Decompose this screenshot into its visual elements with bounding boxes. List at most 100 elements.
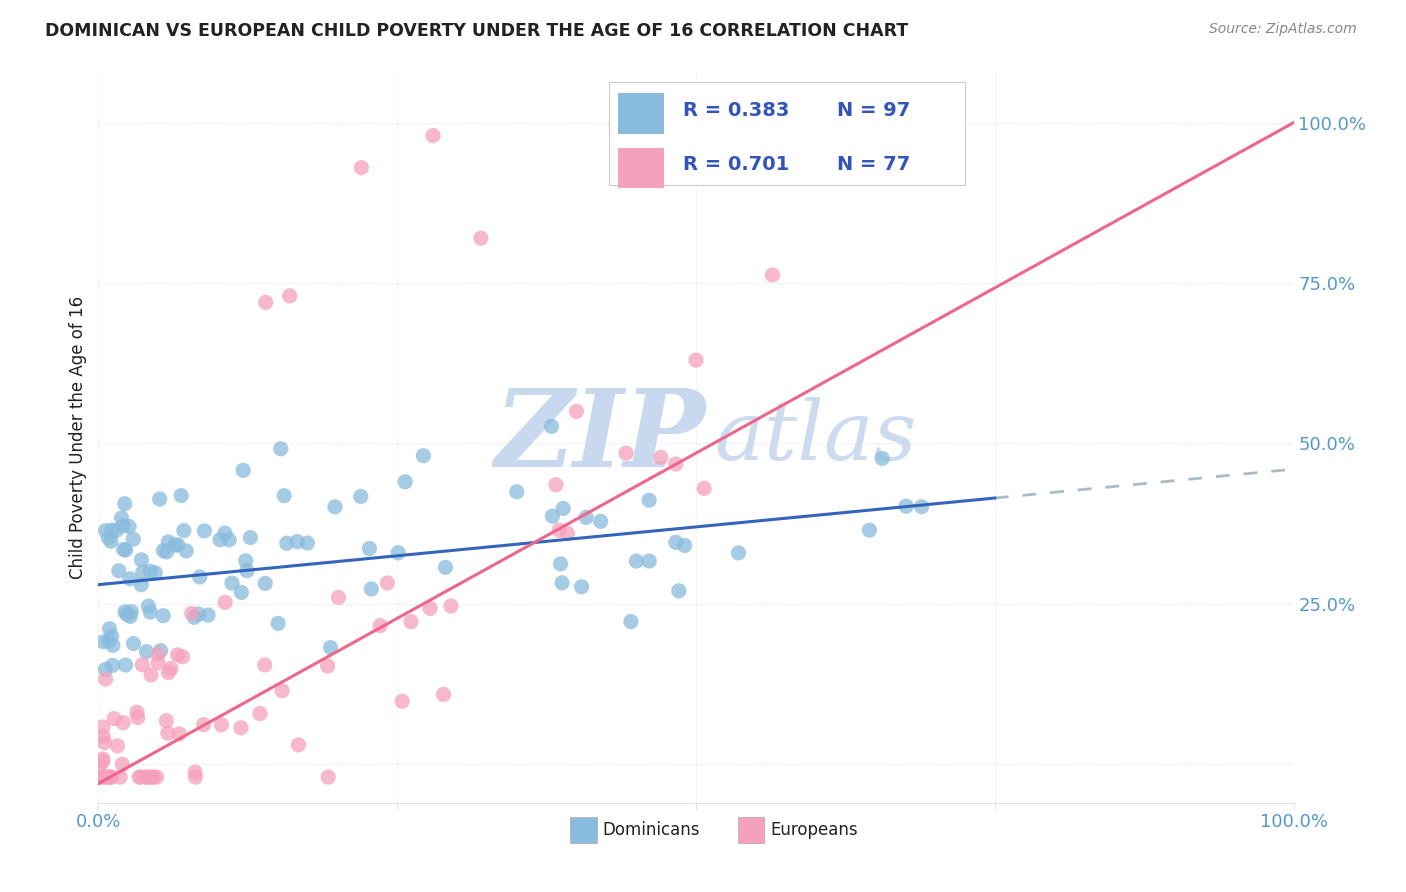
Point [146,656,169,670]
Point [419,601,441,615]
Point [91,770,114,784]
Point [229,721,252,735]
Point [387,546,409,560]
Point [614,446,637,460]
Text: atlas: atlas [714,397,917,477]
Point [412,449,434,463]
Point [94,524,117,538]
Point [138,599,160,613]
Point [557,526,579,541]
Point [470,231,492,245]
Point [221,576,243,591]
Point [440,599,463,613]
Text: Dominicans: Dominicans [603,822,700,839]
Point [125,705,148,719]
Point [193,524,215,538]
Point [858,523,880,537]
Point [287,738,309,752]
Point [638,554,661,568]
Point [101,639,124,653]
Point [235,554,257,568]
Point [97,531,120,545]
Point [98,770,122,784]
FancyBboxPatch shape [609,82,965,185]
Point [434,560,457,574]
Point [94,672,117,686]
Point [163,538,186,552]
Point [432,688,454,702]
Point [184,765,207,780]
Point [540,419,562,434]
Point [118,572,141,586]
Point [910,500,932,514]
Point [350,161,373,175]
Point [157,665,180,680]
Point [115,607,138,622]
Point [112,542,135,557]
Point [541,509,564,524]
Point [174,544,197,558]
Point [135,770,157,784]
Point [187,607,209,621]
Point [108,564,131,578]
Point [145,770,167,784]
Point [114,658,136,673]
Point [685,353,707,368]
Point [368,618,391,632]
FancyBboxPatch shape [619,94,664,134]
Point [544,477,567,491]
Text: DOMINICAN VS EUROPEAN CHILD POVERTY UNDER THE AGE OF 16 CORRELATION CHART: DOMINICAN VS EUROPEAN CHILD POVERTY UNDE… [45,22,908,40]
FancyBboxPatch shape [738,817,763,843]
Point [360,582,382,596]
Point [169,727,191,741]
Point [139,605,162,619]
Point [638,493,661,508]
Point [156,545,179,559]
Point [103,712,125,726]
Point [172,649,194,664]
Point [156,726,179,740]
Point [91,770,114,784]
Point [91,729,114,743]
Point [94,662,117,676]
Point [184,770,207,784]
Point [111,757,134,772]
Point [254,576,277,591]
Point [101,658,124,673]
Point [139,770,162,784]
Point [316,770,339,784]
Point [173,524,195,538]
Point [422,128,444,143]
Point [112,518,135,533]
Point [589,514,612,528]
Point [236,564,259,578]
Point [761,268,783,282]
Text: ZIP: ZIP [495,384,706,490]
Point [323,500,346,514]
Point [727,546,749,560]
FancyBboxPatch shape [619,148,664,188]
Point [129,578,152,592]
Point [105,524,128,538]
Point [197,608,219,623]
Point [359,541,381,556]
Point [127,710,149,724]
Point [626,554,648,568]
Point [110,511,132,525]
Point [152,608,174,623]
Point [231,585,253,599]
Point [316,659,339,673]
Point [131,553,153,567]
Point [160,661,183,675]
Point [693,481,716,495]
Point [120,609,142,624]
Point [91,752,114,766]
Point [93,634,115,648]
Point [91,754,114,768]
Point [129,770,152,784]
Point [97,634,120,648]
Point [100,534,122,549]
Point [118,519,141,533]
Point [114,605,136,619]
Point [98,622,121,636]
